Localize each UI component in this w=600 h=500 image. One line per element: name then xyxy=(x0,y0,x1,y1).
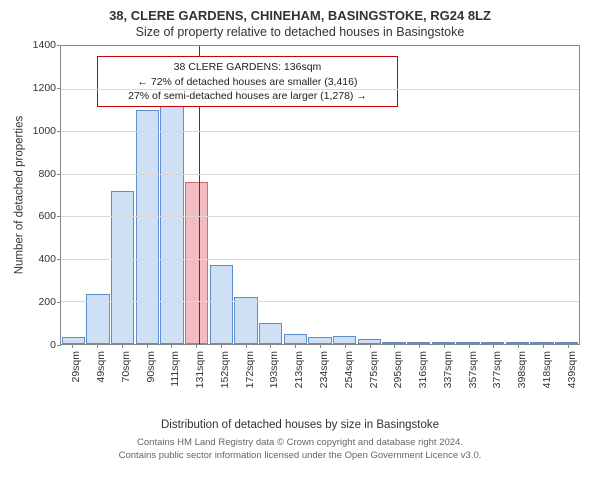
bar xyxy=(185,182,208,344)
bar xyxy=(62,337,85,344)
x-tick-label: 111sqm xyxy=(169,351,181,387)
x-tick-label: 439sqm xyxy=(566,351,578,388)
bar xyxy=(210,265,233,344)
bar xyxy=(160,106,183,344)
x-tick-label: 70sqm xyxy=(120,351,132,383)
x-tick-label: 213sqm xyxy=(293,351,305,388)
y-tick-label: 1000 xyxy=(12,125,56,137)
footnotes: Contains HM Land Registry data © Crown c… xyxy=(10,437,590,463)
titles: 38, CLERE GARDENS, CHINEHAM, BASINGSTOKE… xyxy=(10,8,590,39)
x-tick-label: 234sqm xyxy=(318,351,330,388)
y-tick-label: 200 xyxy=(12,296,56,308)
y-tick-label: 1400 xyxy=(12,39,56,51)
x-tick-label: 316sqm xyxy=(417,351,429,388)
footnote-1: Contains HM Land Registry data © Crown c… xyxy=(10,437,590,450)
annotation-line2: ← 72% of detached houses are smaller (3,… xyxy=(105,75,389,89)
x-tick-label: 337sqm xyxy=(442,351,454,388)
x-tick-label: 193sqm xyxy=(268,351,280,388)
y-tick-label: 0 xyxy=(12,339,56,351)
annotation-line1: 38 CLERE GARDENS: 136sqm xyxy=(105,60,389,74)
x-axis-ticks: 29sqm 49sqm 70sqm 90sqm 111sqm 131sqm 152sqm 17… xyxy=(60,345,580,417)
x-tick-label: 295sqm xyxy=(392,351,404,388)
chart-area: Number of detached properties 0200400600… xyxy=(10,45,590,417)
x-tick-label: 29sqm xyxy=(70,351,82,383)
x-tick-label: 357sqm xyxy=(467,351,479,388)
bar xyxy=(234,297,257,344)
x-tick-label: 49sqm xyxy=(95,351,107,383)
bar xyxy=(111,191,134,344)
y-axis-ticks: 0200400600800100012001400 xyxy=(10,45,60,345)
y-tick-label: 400 xyxy=(12,253,56,265)
x-tick-label: 172sqm xyxy=(244,351,256,388)
x-tick-label: 152sqm xyxy=(219,351,231,388)
y-tick-label: 600 xyxy=(12,210,56,222)
x-tick-label: 398sqm xyxy=(516,351,528,388)
x-tick-label: 418sqm xyxy=(541,351,553,388)
y-tick-label: 800 xyxy=(12,168,56,180)
bar xyxy=(136,110,159,344)
x-tick-label: 131sqm xyxy=(194,351,206,388)
bar xyxy=(308,337,331,344)
figure-container: 38, CLERE GARDENS, CHINEHAM, BASINGSTOKE… xyxy=(0,0,600,500)
bar xyxy=(259,323,282,344)
plot-area: 38 CLERE GARDENS: 136sqm ← 72% of detach… xyxy=(60,45,580,345)
annotation-line3: 27% of semi-detached houses are larger (… xyxy=(105,89,389,103)
footnote-2: Contains public sector information licen… xyxy=(10,450,590,463)
bar xyxy=(284,334,307,344)
x-axis-label: Distribution of detached houses by size … xyxy=(10,419,590,431)
x-tick-label: 254sqm xyxy=(343,351,355,388)
x-tick-label: 90sqm xyxy=(145,351,157,383)
x-tick-label: 377sqm xyxy=(491,351,503,388)
x-tick-label: 275sqm xyxy=(368,351,380,388)
y-tick-label: 1200 xyxy=(12,82,56,94)
annotation-box: 38 CLERE GARDENS: 136sqm ← 72% of detach… xyxy=(97,56,397,107)
page-title: 38, CLERE GARDENS, CHINEHAM, BASINGSTOKE… xyxy=(10,8,590,23)
bar xyxy=(333,336,356,345)
page-subtitle: Size of property relative to detached ho… xyxy=(10,25,590,39)
